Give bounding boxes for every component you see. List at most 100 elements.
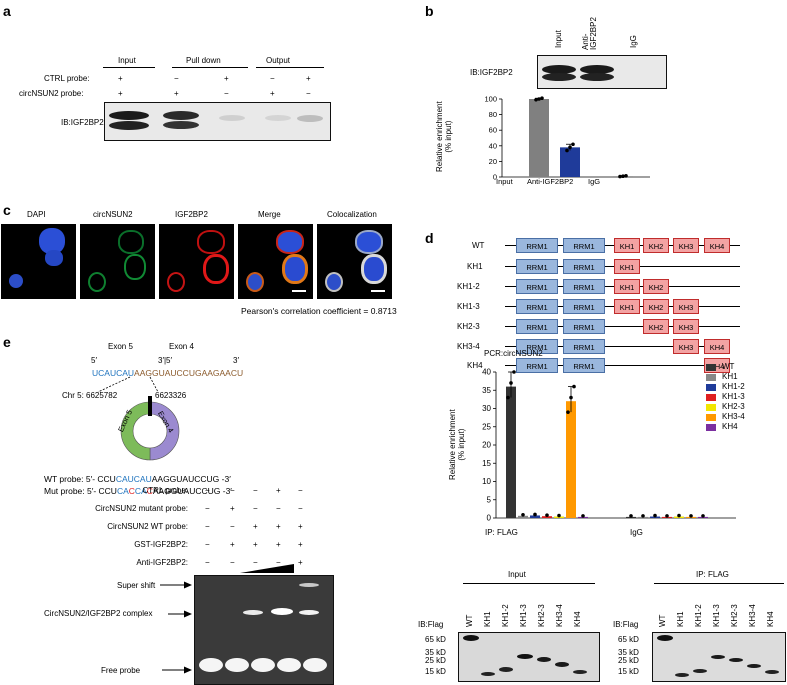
cell [203, 254, 229, 284]
legend-swatch [706, 364, 716, 371]
legend-swatch [706, 404, 716, 411]
d-lane-label: KH2-3 [730, 604, 739, 627]
d-marker-15: 15 kD [425, 667, 446, 676]
e-row-sign: − [276, 558, 281, 567]
d-bar-ip [506, 386, 516, 518]
a-ib-label: IB:IGF2BP2 [61, 118, 104, 127]
kh-domain: KH3 [673, 299, 699, 314]
c-label-colocalization: Colocalization [327, 210, 377, 219]
header-pulldown: Pull down [186, 56, 221, 65]
d-bar-ip [530, 515, 540, 518]
e-row-sign: − [298, 486, 303, 495]
cell [118, 230, 144, 254]
scale-bar [371, 290, 385, 292]
kh-domain: KH1 [614, 279, 640, 294]
junction-marker [148, 396, 152, 416]
e-row-sign: + [298, 540, 303, 549]
b-lane-igg: IgG [629, 35, 638, 48]
e-row-sign: − [205, 558, 210, 567]
cell [276, 230, 304, 254]
d-marker-65: 65 kD [425, 635, 446, 644]
e-chr-coord: Chr 5: 6625782 [62, 391, 118, 400]
rrm-domain: RRM1 [516, 358, 558, 373]
e-arrows [160, 581, 192, 674]
d-group-igg: IgG [630, 528, 643, 537]
kh-domain: KH2 [643, 319, 669, 334]
cell [361, 254, 387, 284]
d-band [573, 670, 587, 674]
e-chr-coord2: 6623326 [155, 391, 187, 400]
d-y-tick-label: 25 [482, 422, 491, 431]
e-junction-pointers [97, 376, 159, 393]
legend-swatch [706, 374, 716, 381]
d-lane-label: KH2-3 [537, 604, 546, 627]
rrm-domain: RRM1 [516, 279, 558, 294]
d-band [675, 673, 689, 677]
a-band [109, 111, 149, 120]
kh-domain: KH1 [614, 259, 640, 274]
a-circ-sign: + [118, 89, 123, 98]
e-emsa-gel [194, 575, 334, 685]
rrm-domain: RRM1 [563, 319, 605, 334]
d-y-tick-label: 0 [487, 514, 492, 523]
d-marker-35: 35 kD [425, 648, 446, 657]
construct-backbone [505, 346, 730, 347]
kh-domain: KH4 [704, 339, 730, 354]
legend-swatch [706, 414, 716, 421]
e-band-complex [271, 608, 293, 615]
a-band [163, 111, 199, 120]
b-y-tick-label: 80 [489, 110, 497, 119]
kh-domain: KH1 [614, 299, 640, 314]
legend-label: KH4 [722, 422, 738, 431]
d-y-tick-label: 30 [482, 404, 491, 413]
d-point [545, 513, 549, 517]
b-y-tick-label: 0 [493, 173, 497, 182]
panel-d-letter: d [425, 230, 434, 246]
b-xlabel-input: Input [496, 177, 513, 186]
d-lane-label: KH1-2 [694, 604, 703, 627]
legend-label: KH1-2 [722, 382, 745, 391]
kh-domain: KH4 [704, 238, 730, 253]
d-band [499, 667, 513, 672]
b-y-tick-label: 40 [489, 141, 497, 150]
cell [167, 272, 185, 292]
d-band [729, 658, 743, 662]
cell [282, 254, 308, 284]
e-junction-sequence: UCAUCAUAAGGUAUCCUGAAGAACU [92, 369, 243, 378]
mut-probe-prefix: Mut probe: 5′- CCU [44, 486, 117, 496]
d-lane-label: KH1 [483, 611, 492, 627]
header-output-line [256, 67, 324, 68]
b-band [542, 65, 576, 74]
e-row-sign: − [205, 522, 210, 531]
rrm-domain: RRM1 [516, 238, 558, 253]
b-xlabel-igg: IgG [588, 177, 601, 186]
row-circ-label: circNSUN2 probe: [19, 89, 84, 98]
header-input-line [103, 67, 155, 68]
b-lane-anti: Anti- IGF2BP2 [581, 17, 599, 50]
header-input: Input [118, 56, 136, 65]
e-row-label: CircNSUN2 mutant probe: [95, 504, 188, 513]
b-enrichment-chart: 0 20 40 60 80 100 [484, 95, 650, 182]
e-band-free [199, 658, 223, 672]
legend-label: KH1-3 [722, 392, 745, 401]
e-circrna-ring [120, 396, 180, 461]
e-row-sign: − [230, 558, 235, 567]
d-point [701, 514, 705, 518]
e-row-sign: + [276, 486, 281, 495]
d-band [517, 654, 533, 659]
ring-exon5 [120, 401, 151, 461]
e-prime5: 5′ [91, 356, 97, 365]
b-bar [560, 147, 580, 177]
d-y-tick-label: 15 [482, 459, 491, 468]
d-pcr-title: PCR:circNSUN2 [484, 349, 543, 358]
e-row-sign: − [230, 486, 235, 495]
e-row-sign: + [298, 558, 303, 567]
d-band [537, 657, 551, 662]
rrm-domain: RRM1 [563, 238, 605, 253]
rrm-domain: RRM1 [516, 339, 558, 354]
rrm-domain: RRM1 [516, 299, 558, 314]
d-blot-line-input [463, 583, 595, 584]
a-band [297, 115, 323, 122]
legend-swatch [706, 424, 716, 431]
construct-backbone [505, 326, 740, 327]
